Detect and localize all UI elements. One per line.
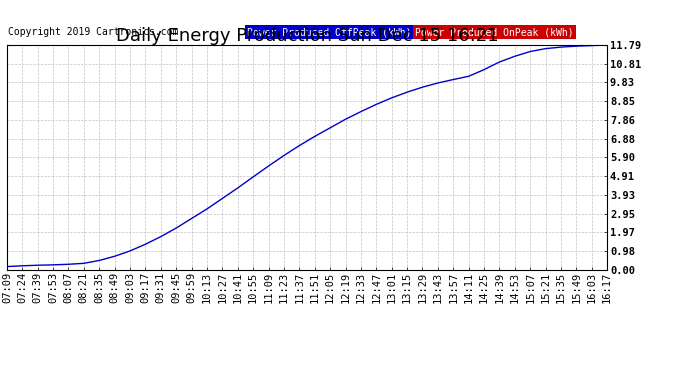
Text: Power Produced OffPeak (kWh): Power Produced OffPeak (kWh) — [247, 27, 411, 37]
Title: Daily Energy Production Sun Dec 15 16:21: Daily Energy Production Sun Dec 15 16:21 — [116, 27, 498, 45]
Text: Copyright 2019 Cartronics.com: Copyright 2019 Cartronics.com — [8, 27, 179, 37]
Text: Power Produced OnPeak (kWh): Power Produced OnPeak (kWh) — [415, 27, 573, 37]
